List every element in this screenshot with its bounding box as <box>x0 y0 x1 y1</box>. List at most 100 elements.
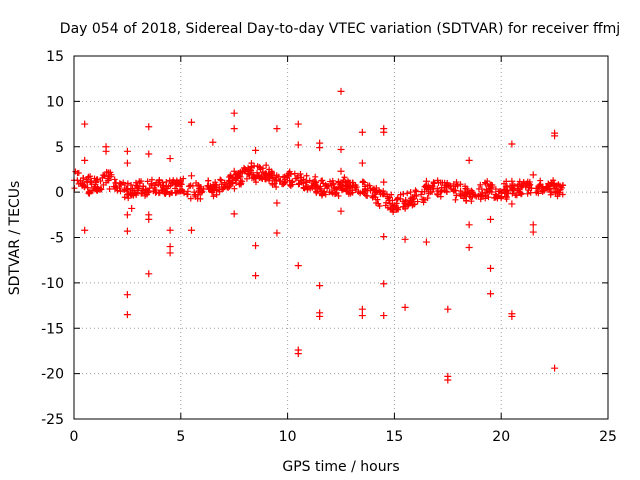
band-point <box>526 182 533 189</box>
band-point <box>552 190 559 197</box>
x-tick-label: 20 <box>492 429 510 445</box>
data-point <box>508 177 516 185</box>
band-point <box>362 183 369 190</box>
tick-layer: 0 5 10 15 20 25 15 10 5 0 -5 -10 -15 -20 -25 <box>41 49 617 445</box>
data-point <box>337 167 345 175</box>
band-point <box>84 184 91 191</box>
x-axis-label: GPS time / hours <box>282 459 399 475</box>
band-point <box>168 189 175 196</box>
data-point <box>316 282 324 290</box>
data-point <box>487 290 495 298</box>
band-point <box>367 185 374 192</box>
data-point <box>465 243 473 251</box>
data-point <box>123 311 131 319</box>
x-tick-label: 10 <box>279 429 297 445</box>
band-point <box>180 175 187 182</box>
data-point <box>337 145 345 153</box>
band-point <box>177 188 184 195</box>
band-point <box>166 190 173 197</box>
data-point <box>358 128 366 136</box>
data-point <box>316 312 324 320</box>
data-point <box>230 167 238 175</box>
x-tick-label: 15 <box>385 429 403 445</box>
band-point <box>375 200 382 207</box>
band-point <box>523 180 530 187</box>
data-point <box>487 264 495 272</box>
band-point <box>393 196 400 203</box>
band-point <box>463 197 470 204</box>
band-point <box>312 173 319 180</box>
band-point <box>269 169 276 176</box>
data-point <box>273 229 281 237</box>
data-point <box>123 227 131 235</box>
band-point <box>329 189 336 196</box>
data-point <box>273 199 281 207</box>
y-tick-label: 0 <box>55 185 64 201</box>
band-point <box>195 183 202 190</box>
band-point <box>301 185 308 192</box>
band-point <box>112 179 119 186</box>
band-point <box>100 172 107 179</box>
band-point <box>482 192 489 199</box>
band-point <box>87 173 94 180</box>
y-tick-label: -5 <box>50 231 64 247</box>
data-point <box>401 303 409 311</box>
band-point <box>481 189 488 196</box>
band-point <box>387 206 394 213</box>
band-point <box>106 185 113 192</box>
band-point <box>93 187 100 194</box>
band-point <box>360 189 367 196</box>
band-point <box>128 191 135 198</box>
data-point <box>81 120 89 128</box>
band-point <box>245 164 252 171</box>
band-point <box>74 170 81 177</box>
band-point <box>117 181 124 188</box>
data-point <box>358 305 366 313</box>
band-point <box>287 182 294 189</box>
band-point <box>205 177 212 184</box>
band-point <box>543 184 550 191</box>
band-point <box>81 183 88 190</box>
band-point <box>254 163 261 170</box>
band-point <box>488 181 495 188</box>
band-point <box>481 179 488 186</box>
data-point <box>252 272 260 280</box>
data-point <box>230 210 238 218</box>
band-point <box>232 174 239 181</box>
band-point <box>252 175 259 182</box>
data-point <box>166 243 174 251</box>
band-point <box>510 187 517 194</box>
band-point <box>123 185 130 192</box>
data-point <box>187 226 195 234</box>
data-point <box>380 128 388 136</box>
band-point <box>437 193 444 200</box>
band-point <box>399 198 406 205</box>
data-point <box>487 215 495 223</box>
band-point <box>312 185 319 192</box>
band-point <box>216 186 223 193</box>
band-point <box>233 180 240 187</box>
data-point <box>145 215 153 223</box>
band-point <box>210 186 217 193</box>
data-points <box>81 87 559 384</box>
band-point <box>121 182 128 189</box>
band-point <box>359 179 366 186</box>
x-tick-label: 25 <box>599 429 617 445</box>
band-point <box>539 188 546 195</box>
band-point <box>181 190 188 197</box>
band-point <box>281 173 288 180</box>
band-point <box>285 170 292 177</box>
band-point <box>125 195 132 202</box>
band-point <box>105 169 112 176</box>
data-band <box>71 160 567 216</box>
data-point <box>273 125 281 133</box>
band-point <box>148 180 155 187</box>
band-point <box>273 184 280 191</box>
band-point <box>279 181 286 188</box>
band-point <box>369 192 376 199</box>
data-point <box>81 226 89 234</box>
band-point <box>418 191 425 198</box>
data-point <box>316 144 324 152</box>
data-point <box>166 155 174 163</box>
